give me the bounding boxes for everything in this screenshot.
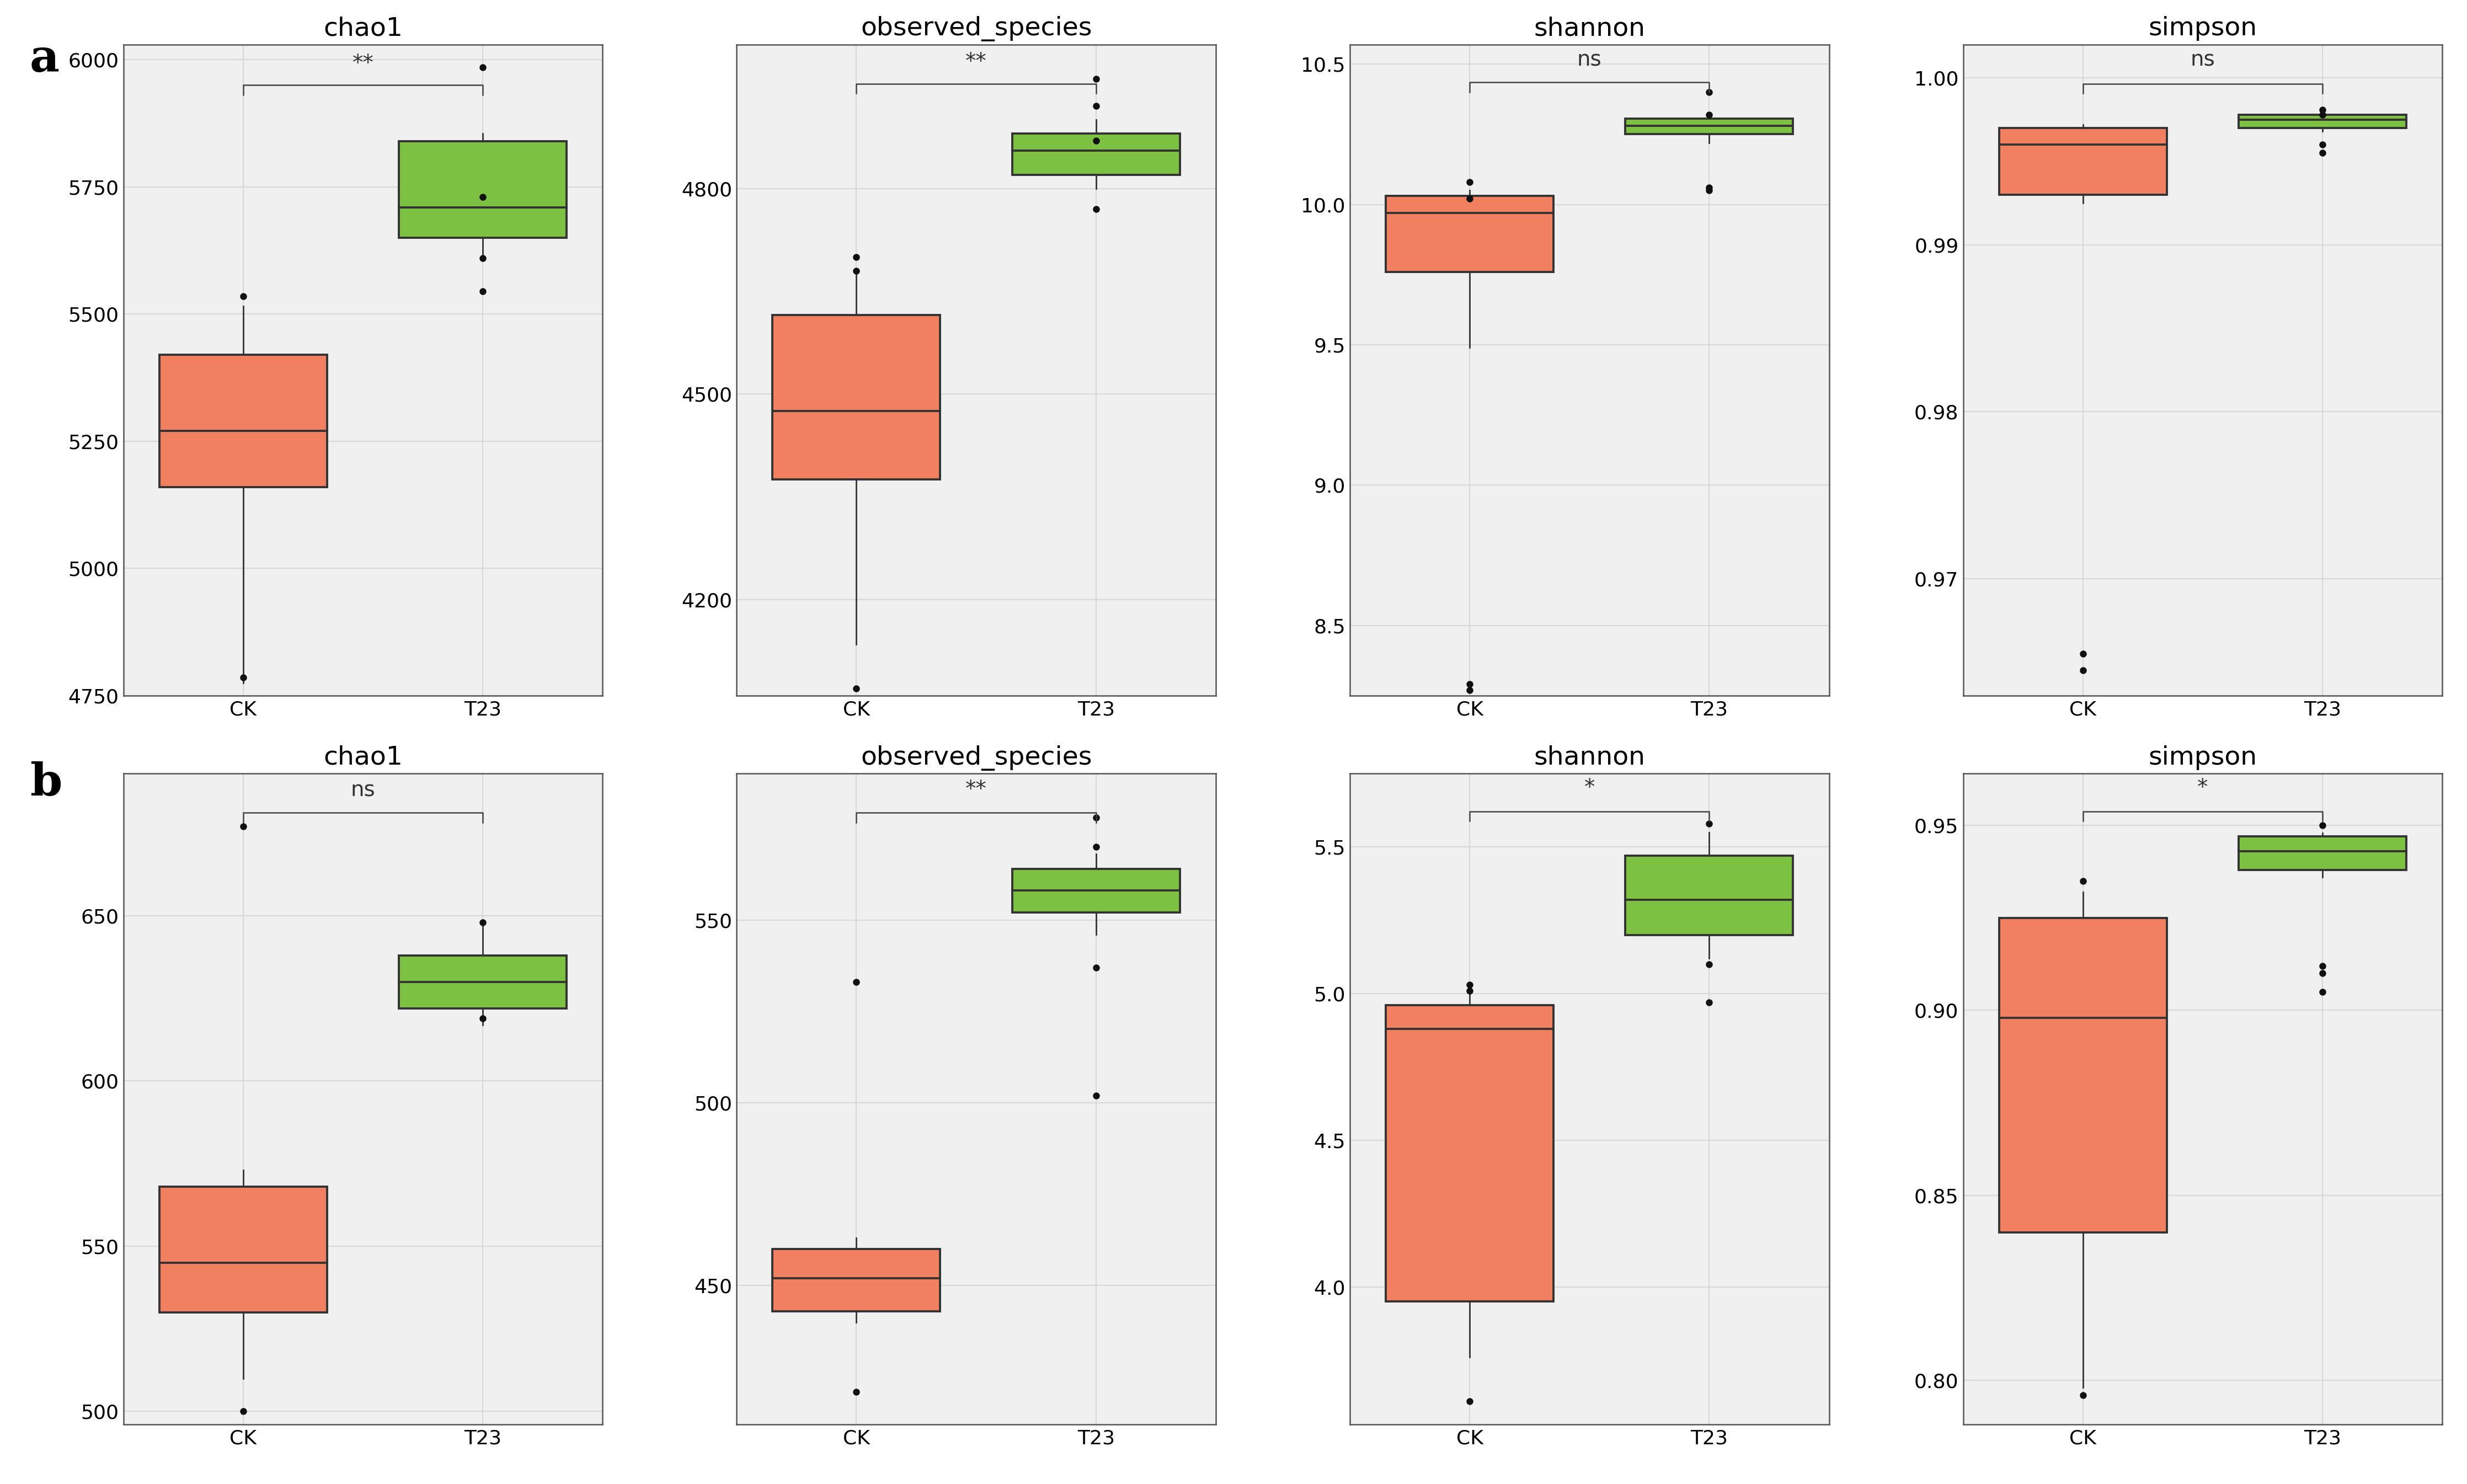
FancyBboxPatch shape: [1011, 134, 1179, 175]
Title: chao1: chao1: [323, 745, 402, 770]
FancyBboxPatch shape: [160, 1187, 328, 1312]
Title: simpson: simpson: [2149, 745, 2257, 770]
Text: **: **: [353, 53, 373, 74]
FancyBboxPatch shape: [1386, 196, 1554, 272]
FancyBboxPatch shape: [1011, 868, 1179, 913]
FancyBboxPatch shape: [2238, 114, 2405, 128]
FancyBboxPatch shape: [400, 141, 567, 237]
Title: shannon: shannon: [1534, 745, 1645, 770]
Text: ns: ns: [350, 781, 375, 801]
FancyBboxPatch shape: [160, 355, 328, 487]
Text: **: **: [965, 52, 987, 73]
Text: **: **: [965, 779, 987, 800]
FancyBboxPatch shape: [772, 1250, 940, 1312]
Text: *: *: [2198, 778, 2208, 798]
Title: observed_species: observed_species: [861, 745, 1093, 770]
Text: a: a: [30, 37, 59, 82]
FancyBboxPatch shape: [772, 315, 940, 479]
FancyBboxPatch shape: [2238, 837, 2405, 870]
Text: *: *: [1584, 778, 1594, 798]
Text: ns: ns: [2191, 49, 2215, 71]
FancyBboxPatch shape: [1386, 1005, 1554, 1301]
Title: observed_species: observed_species: [861, 16, 1093, 42]
Title: simpson: simpson: [2149, 16, 2257, 42]
FancyBboxPatch shape: [1626, 856, 1794, 935]
FancyBboxPatch shape: [1626, 119, 1794, 135]
FancyBboxPatch shape: [1998, 919, 2166, 1232]
Text: b: b: [30, 761, 62, 806]
FancyBboxPatch shape: [400, 956, 567, 1008]
Text: ns: ns: [1576, 49, 1601, 71]
Title: chao1: chao1: [323, 16, 402, 42]
Title: shannon: shannon: [1534, 16, 1645, 42]
FancyBboxPatch shape: [1998, 128, 2166, 194]
